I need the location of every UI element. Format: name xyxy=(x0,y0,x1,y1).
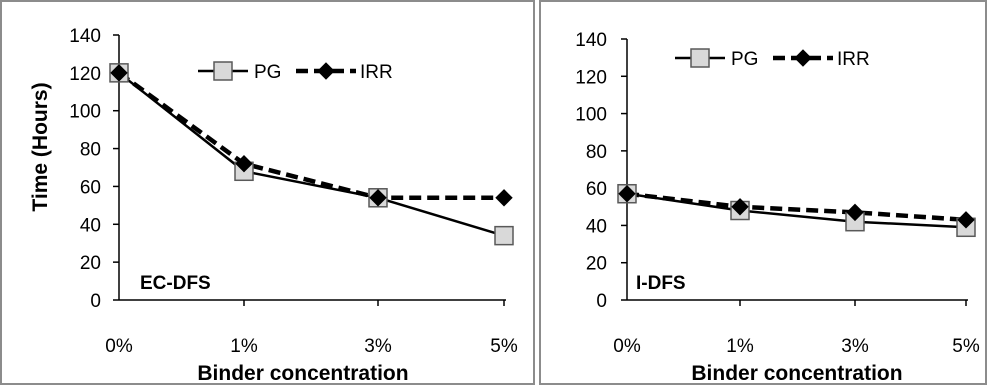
x-tick-labels: 0% 1% 3% 5% xyxy=(613,300,980,357)
panel-label: EC-DFS xyxy=(140,273,211,294)
y-tick-label: 120 xyxy=(69,64,101,85)
point-irr xyxy=(957,211,975,229)
x-tick-label: 3% xyxy=(841,336,869,357)
y-tick-label: 120 xyxy=(575,67,607,88)
legend-marker-pg xyxy=(213,61,233,81)
right-panel-frame xyxy=(539,0,987,385)
chart-ec-dfs: 0 20 40 60 80 100 120 140 0% 1% 3% 5% Time (Hours)… xyxy=(29,26,518,385)
point-irr xyxy=(731,198,749,216)
series-line-irr xyxy=(626,191,967,223)
x-tick-label: 1% xyxy=(230,336,258,357)
left-panel-frame xyxy=(0,0,535,385)
x-axis-title: Binder concentration xyxy=(691,362,902,385)
legend-label-pg: PG xyxy=(254,62,281,83)
point-pg xyxy=(494,225,514,246)
y-tick-labels: 0 20 40 60 80 100 120 140 xyxy=(575,30,607,312)
y-tick-label: 20 xyxy=(80,253,101,274)
x-tick-labels: 0% 1% 3% 5% xyxy=(105,300,518,357)
y-tick-label: 80 xyxy=(586,142,607,163)
series-line-pg xyxy=(118,71,505,237)
y-tick-label: 140 xyxy=(575,30,607,51)
y-tick-label: 140 xyxy=(69,26,101,47)
y-tick-label: 40 xyxy=(586,216,607,237)
x-tick-label: 3% xyxy=(364,336,392,357)
point-irr xyxy=(369,189,387,207)
x-tick-label: 0% xyxy=(613,336,641,357)
legend: PG IRR xyxy=(675,48,870,70)
series-layer xyxy=(109,63,514,246)
y-tick-label: 0 xyxy=(596,291,607,312)
y-tick-label: 60 xyxy=(586,179,607,200)
legend-label-irr: IRR xyxy=(360,62,393,83)
y-tick-label: 80 xyxy=(80,140,101,161)
x-axis-title: Binder concentration xyxy=(197,362,408,385)
y-tick-label: 60 xyxy=(80,177,101,198)
y-tick-label: 100 xyxy=(69,102,101,123)
legend-marker-irr xyxy=(794,49,812,67)
point-irr xyxy=(235,155,253,173)
point-irr xyxy=(618,185,636,203)
x-tick-label: 0% xyxy=(105,336,133,357)
point-irr xyxy=(110,64,128,82)
legend-label-pg: PG xyxy=(731,49,758,70)
y-tick-label: 0 xyxy=(90,291,101,312)
point-irr xyxy=(495,189,513,207)
series-line-irr xyxy=(117,71,504,201)
series-layer xyxy=(617,183,976,238)
legend-marker-irr xyxy=(317,62,335,80)
y-tick-label: 20 xyxy=(586,254,607,275)
series-line-pg xyxy=(626,192,967,229)
panel-label: I-DFS xyxy=(636,273,686,294)
y-axis-title: Time (Hours) xyxy=(29,82,52,211)
x-tick-label: 5% xyxy=(490,336,518,357)
point-irr xyxy=(846,203,864,222)
x-tick-label: 5% xyxy=(952,336,980,357)
y-tick-label: 40 xyxy=(80,215,101,236)
x-tick-label: 1% xyxy=(726,336,754,357)
y-tick-label: 100 xyxy=(575,105,607,126)
legend: PG IRR xyxy=(198,61,393,83)
y-tick-labels: 0 20 40 60 80 100 120 140 xyxy=(69,26,101,312)
legend-label-irr: IRR xyxy=(837,49,870,70)
legend-marker-pg xyxy=(690,48,710,68)
chart-i-dfs: 0 20 40 60 80 100 120 140 0% 1% 3% 5% Binder conce… xyxy=(575,30,980,385)
